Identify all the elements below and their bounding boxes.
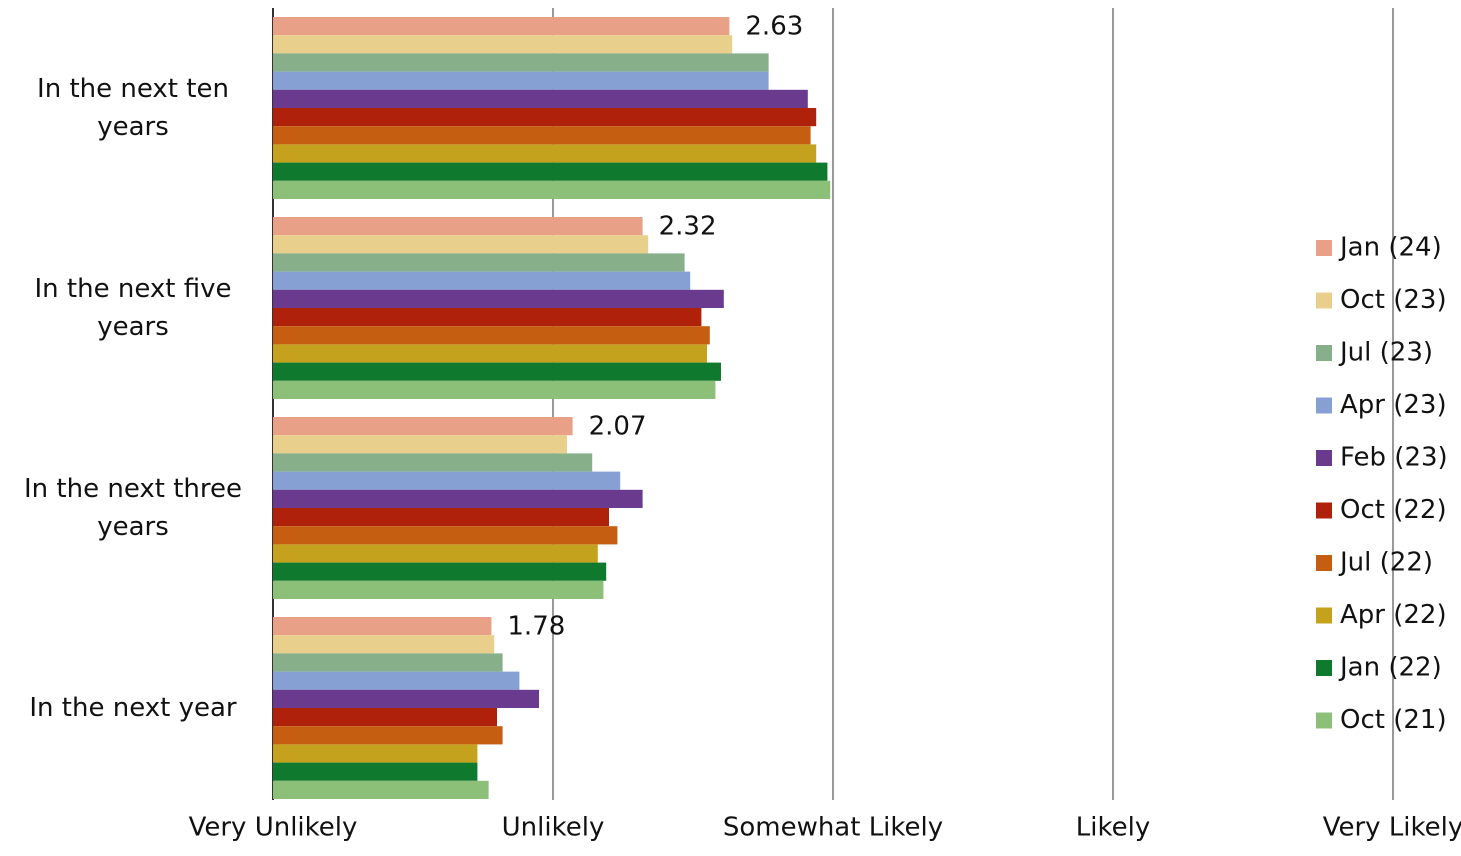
x-tick-label: Likely — [1076, 813, 1150, 843]
bar — [273, 580, 604, 599]
bar — [273, 89, 808, 108]
data-label: 1.78 — [507, 612, 565, 642]
legend-label: Apr (22) — [1340, 600, 1447, 630]
data-label: 2.32 — [659, 212, 717, 242]
bar — [273, 35, 733, 54]
bar — [273, 417, 573, 436]
x-tick-label: Very Unlikely — [189, 813, 358, 843]
legend-label: Oct (22) — [1340, 495, 1447, 525]
legend-swatch — [1316, 292, 1332, 309]
bar — [273, 71, 769, 90]
bar — [273, 526, 618, 545]
bar — [273, 217, 643, 236]
bar — [273, 308, 702, 327]
legend-swatch — [1316, 502, 1332, 519]
bar — [273, 471, 621, 490]
bar — [273, 489, 643, 508]
legend-label: Oct (21) — [1340, 705, 1447, 735]
bar — [273, 144, 817, 163]
category-label: In the next five years — [34, 274, 232, 342]
bar — [273, 435, 567, 454]
bar — [273, 726, 503, 745]
bar — [273, 162, 828, 181]
bar — [273, 126, 811, 145]
category-label: In the next three years — [24, 474, 242, 542]
legend-label: Oct (23) — [1340, 285, 1447, 315]
legend-swatch — [1316, 660, 1332, 676]
data-label: 2.07 — [589, 412, 647, 442]
bar — [273, 253, 685, 272]
x-tick-label: Unlikely — [502, 813, 605, 843]
bar — [273, 326, 710, 345]
data-label: 2.63 — [745, 12, 803, 42]
bar — [273, 744, 478, 763]
bar — [273, 180, 831, 199]
legend-swatch — [1316, 397, 1332, 414]
legend-label: Jul (22) — [1338, 548, 1433, 578]
bar — [273, 289, 724, 308]
category-label: In the next year — [29, 693, 237, 723]
bar — [273, 635, 495, 654]
bar — [273, 380, 716, 399]
x-tick-label: Somewhat Likely — [723, 813, 943, 843]
bar — [273, 362, 721, 381]
legend-swatch — [1316, 555, 1332, 571]
legend-swatch — [1316, 240, 1332, 256]
legend-swatch — [1316, 450, 1332, 466]
legend-swatch — [1316, 345, 1332, 361]
bar — [273, 53, 769, 72]
x-tick-label: Very Likely — [1323, 813, 1461, 843]
bar — [273, 617, 492, 636]
bar — [273, 671, 520, 690]
bar — [273, 17, 730, 36]
bar — [273, 708, 497, 727]
legend-label: Jul (23) — [1338, 338, 1433, 368]
bar — [273, 689, 539, 708]
bar — [273, 544, 598, 563]
bar — [273, 780, 489, 799]
bar — [273, 508, 609, 527]
bar — [273, 235, 649, 254]
bar — [273, 344, 707, 363]
legend-label: Apr (23) — [1340, 390, 1447, 420]
legend-label: Feb (23) — [1340, 443, 1448, 473]
bar — [273, 108, 817, 127]
bar — [273, 762, 478, 781]
legend-label: Jan (24) — [1338, 233, 1442, 263]
bar — [273, 453, 593, 472]
bar — [273, 562, 607, 581]
bar — [273, 653, 503, 672]
bar — [273, 271, 691, 290]
legend-swatch — [1316, 607, 1332, 624]
legend-label: Jan (22) — [1338, 653, 1442, 683]
legend-swatch — [1316, 712, 1332, 729]
category-label: In the next ten years — [37, 74, 229, 142]
